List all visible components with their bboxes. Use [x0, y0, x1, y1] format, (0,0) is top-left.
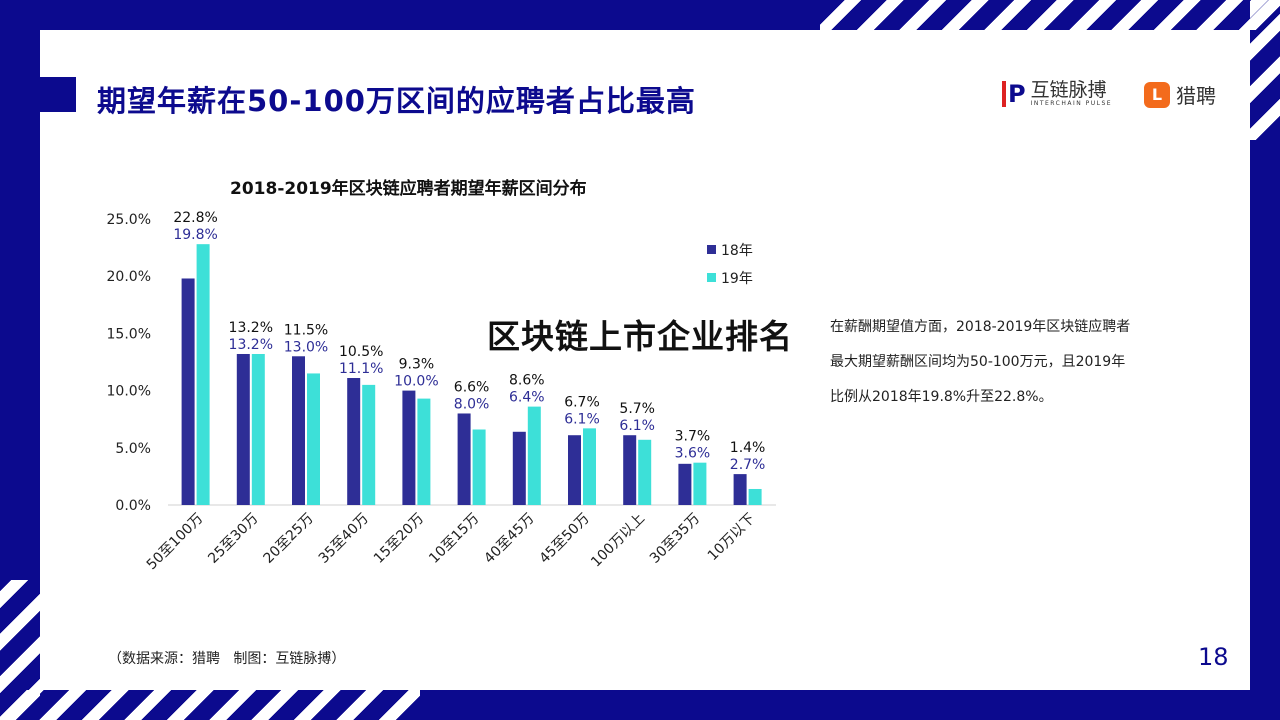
x-tick-label: 20至25万 — [261, 511, 317, 567]
bar-19年 — [472, 429, 486, 505]
decorative-stripes — [0, 580, 40, 720]
data-label: 9.3% — [399, 357, 435, 373]
decorative-stripes — [1250, 0, 1280, 140]
interchain-logo: P 互链脉搏 INTERCHAIN PULSE — [1002, 80, 1112, 107]
data-label: 22.8% — [173, 210, 217, 226]
bar-18年 — [568, 435, 581, 505]
bar-19年 — [693, 462, 707, 505]
data-label: 13.0% — [284, 339, 328, 355]
x-tick-label: 10万以下 — [705, 511, 759, 565]
data-label: 10.0% — [394, 374, 438, 390]
data-label: 13.2% — [229, 337, 273, 353]
data-label: 3.7% — [675, 429, 711, 445]
bar-18年 — [457, 413, 471, 505]
page-title: 期望年薪在50-100万区间的应聘者占比最高 — [97, 84, 696, 118]
logo-name: 互链脉搏 — [1030, 79, 1107, 101]
data-label: 19.8% — [173, 227, 217, 243]
x-tick-label: 100万以上 — [588, 511, 648, 571]
x-tick-label: 25至30万 — [205, 511, 261, 567]
x-tick-label: 35至40万 — [316, 511, 372, 567]
decorative-stripes — [0, 690, 420, 720]
y-tick-label: 10.0% — [107, 384, 151, 400]
data-label: 6.1% — [619, 418, 655, 434]
bar-19年 — [638, 439, 652, 505]
x-tick-label: 10至15万 — [426, 511, 482, 567]
legend-swatch — [707, 245, 716, 254]
bar-18年 — [347, 378, 361, 505]
logo-name: 猎聘 — [1176, 84, 1216, 108]
y-tick-label: 20.0% — [107, 269, 151, 285]
liepin-icon: L — [1144, 81, 1170, 108]
x-tick-label: 45至50万 — [537, 511, 593, 567]
data-label: 6.6% — [454, 379, 490, 395]
overlay-heading: 区块链上市企业排名 — [487, 317, 793, 356]
bar-19年 — [417, 398, 431, 505]
chart-title: 2018-2019年区块链应聘者期望年薪区间分布 — [230, 179, 587, 199]
legend-label: 19年 — [721, 271, 753, 287]
y-tick-label: 5.0% — [115, 441, 151, 457]
bar-19年 — [362, 384, 376, 505]
title-accent — [40, 77, 76, 112]
page-number: 18 — [1198, 643, 1229, 671]
y-tick-label: 0.0% — [115, 498, 151, 514]
source-note: （数据来源：猎聘 制图：互链脉搏） — [108, 651, 346, 667]
y-tick-label: 15.0% — [107, 326, 151, 342]
bar-18年 — [236, 353, 250, 505]
bar-18年 — [733, 474, 747, 505]
bar-19年 — [748, 488, 762, 505]
bar-19年 — [196, 244, 210, 505]
data-label: 5.7% — [619, 401, 655, 417]
description-line: 在薪酬期望值方面，2018-2019年区块链应聘者 — [830, 319, 1131, 335]
bar-18年 — [292, 356, 305, 505]
logo-sub: INTERCHAIN PULSE — [1030, 100, 1113, 107]
legend-label: 18年 — [721, 243, 753, 259]
x-tick-label: 15至20万 — [371, 511, 427, 567]
bar-18年 — [623, 435, 637, 505]
data-label: 8.6% — [509, 373, 545, 389]
data-label: 3.6% — [675, 446, 711, 462]
bar-18年 — [181, 278, 195, 505]
data-label: 1.4% — [730, 440, 766, 456]
x-tick-label: 50至100万 — [144, 511, 207, 574]
bar-19年 — [527, 406, 541, 505]
data-label: 8.0% — [454, 396, 490, 412]
data-label: 11.5% — [284, 322, 328, 338]
decorative-stripes — [820, 0, 1280, 30]
bar-19年 — [583, 428, 596, 505]
data-label: 2.7% — [730, 457, 766, 473]
data-label: 10.5% — [339, 344, 383, 360]
description-line: 比例从2018年19.8%升至22.8%。 — [830, 389, 1053, 405]
description-line: 最大期望薪酬区间均为50-100万元，且2019年 — [830, 354, 1126, 370]
data-label: 6.4% — [509, 390, 545, 406]
bar-19年 — [307, 373, 320, 505]
x-tick-label: 40至45万 — [481, 511, 537, 567]
data-label: 11.1% — [339, 361, 383, 377]
y-tick-label: 25.0% — [107, 212, 151, 228]
bar-18年 — [512, 431, 526, 505]
bar-18年 — [678, 463, 692, 505]
bar-18年 — [402, 390, 416, 505]
liepin-logo: L 猎聘 — [1144, 80, 1216, 109]
x-tick-label: 30至35万 — [647, 511, 703, 567]
bar-19年 — [251, 353, 265, 505]
description: 在薪酬期望值方面，2018-2019年区块链应聘者 最大期望薪酬区间均为50-1… — [830, 310, 1190, 415]
data-label: 6.7% — [564, 394, 600, 410]
data-label: 6.1% — [564, 411, 600, 427]
ip-logo-icon: P — [1002, 80, 1026, 107]
legend-swatch — [707, 273, 716, 282]
data-label: 13.2% — [229, 320, 273, 336]
